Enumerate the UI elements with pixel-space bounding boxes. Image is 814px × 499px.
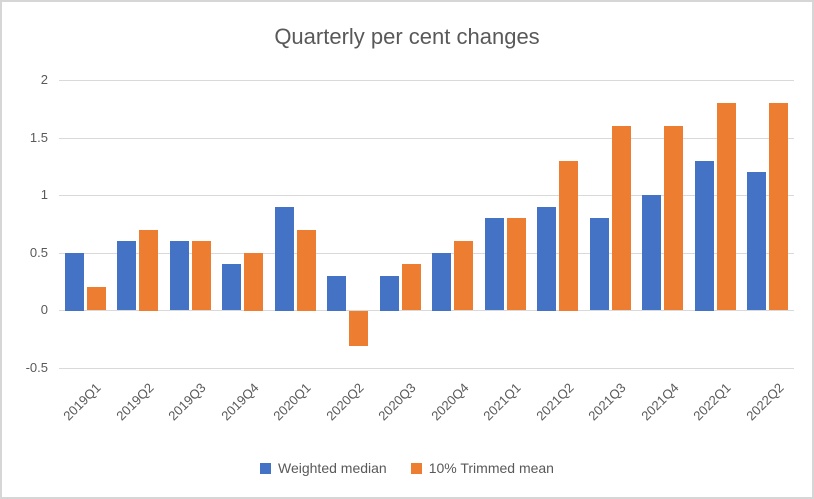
legend-label: 10% Trimmed mean [428,460,554,476]
bar-trimmed-mean-2022Q2 [769,103,788,310]
bar-weighted-median-2019Q4 [222,264,241,310]
bar-trimmed-mean-2020Q2 [349,311,368,346]
bar-trimmed-mean-2021Q1 [507,218,526,310]
bar-trimmed-mean-2020Q1 [297,230,316,311]
y-axis-tick-label: 2 [40,72,48,87]
bar-weighted-median-2021Q4 [642,195,661,310]
bar-trimmed-mean-2019Q3 [192,241,211,310]
bar-trimmed-mean-2022Q1 [717,103,736,310]
gridline [59,310,794,311]
bar-trimmed-mean-2021Q3 [612,126,631,310]
bar-weighted-median-2020Q1 [275,207,294,311]
bar-trimmed-mean-2020Q4 [454,241,473,310]
legend-swatch-weighted-median [260,462,271,474]
bar-trimmed-mean-2019Q4 [244,253,263,311]
legend-item-trimmed-mean: 10% Trimmed mean [410,460,554,476]
gridline [59,138,794,139]
y-axis-tick-label: 1.5 [29,130,48,145]
bar-weighted-median-2019Q3 [170,241,189,310]
y-axis-tick-label: 0 [40,302,48,317]
gridline [59,80,794,81]
bar-weighted-median-2019Q1 [65,253,84,311]
bar-weighted-median-2019Q2 [117,241,136,310]
legend-swatch-trimmed-mean [410,462,422,474]
bar-trimmed-mean-2021Q4 [664,126,683,310]
bar-weighted-median-2020Q2 [327,276,346,311]
y-axis-tick-label: -0.5 [25,360,48,375]
bar-weighted-median-2020Q3 [380,276,399,311]
gridline [59,253,794,254]
gridline [59,368,794,369]
bar-trimmed-mean-2020Q3 [402,264,421,310]
bar-trimmed-mean-2019Q2 [139,230,158,311]
legend: Weighted median 10% Trimmed mean [2,460,812,476]
bar-weighted-median-2022Q1 [695,161,714,311]
gridline [59,195,794,196]
bar-weighted-median-2022Q2 [747,172,766,310]
bar-trimmed-mean-2021Q2 [559,161,578,311]
bar-trimmed-mean-2019Q1 [87,287,106,310]
legend-item-weighted-median: Weighted median [260,460,387,476]
bar-weighted-median-2021Q2 [537,207,556,311]
y-axis-tick-label: 0.5 [29,245,48,260]
y-axis-tick-label: 1 [40,187,48,202]
legend-label: Weighted median [278,460,387,476]
bar-weighted-median-2021Q1 [485,218,504,310]
bar-weighted-median-2020Q4 [432,253,451,311]
chart-title: Quarterly per cent changes [274,24,540,49]
bar-weighted-median-2021Q3 [590,218,609,310]
